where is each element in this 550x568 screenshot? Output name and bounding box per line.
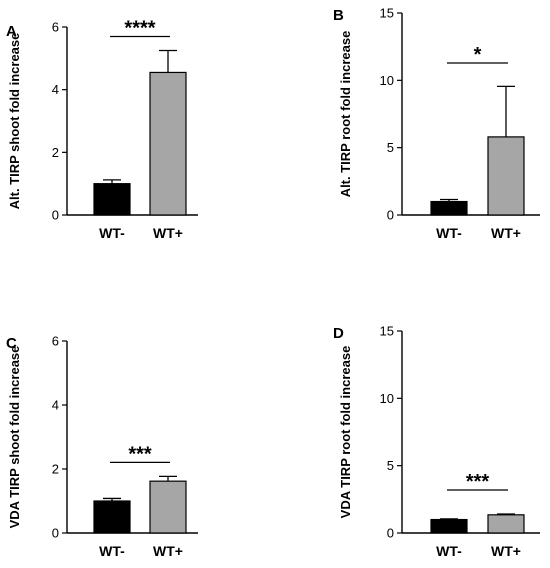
y-tick-label-C-1: 2 <box>52 462 59 477</box>
bar-D-WT- <box>430 518 468 534</box>
category-label-C-1: WT+ <box>153 543 183 559</box>
significance-label-C: *** <box>128 443 152 465</box>
category-label-B-0: WT- <box>436 225 462 241</box>
y-axis-label-B: Alt. TIRP root fold increase <box>338 31 353 198</box>
y-tick-label-D-1: 5 <box>387 458 394 473</box>
bar-B-WT+ <box>487 136 525 216</box>
significance-label-A: **** <box>124 18 155 40</box>
bar-B-WT- <box>430 200 468 216</box>
y-tick-label-A-3: 6 <box>52 20 59 35</box>
category-label-A-0: WT- <box>99 225 125 241</box>
panel-label-B: B <box>333 7 344 24</box>
category-label-D-0: WT- <box>436 543 462 559</box>
category-label-B-1: WT+ <box>491 225 521 241</box>
y-tick-label-C-3: 6 <box>52 334 59 349</box>
y-tick-label-A-2: 4 <box>52 82 59 97</box>
category-label-D-1: WT+ <box>491 543 521 559</box>
y-tick-label-C-2: 4 <box>52 398 59 413</box>
significance-label-D: *** <box>466 471 490 493</box>
y-axis-label-C: VDA TIRP shoot fold increase <box>7 346 22 529</box>
panel-label-A: A <box>6 23 17 40</box>
bar-A-WT- <box>93 183 131 216</box>
category-label-C-0: WT- <box>99 543 125 559</box>
y-tick-label-B-1: 5 <box>387 140 394 155</box>
y-tick-label-B-3: 15 <box>380 6 394 21</box>
y-axis-label-D: VDA TIRP root fold increase <box>338 346 353 519</box>
bar-C-WT+ <box>149 480 187 534</box>
y-tick-label-B-0: 0 <box>387 208 394 223</box>
panel-label-C: C <box>6 335 17 352</box>
y-tick-label-C-0: 0 <box>52 526 59 541</box>
y-tick-label-B-2: 10 <box>380 73 394 88</box>
y-tick-label-A-1: 2 <box>52 145 59 160</box>
y-tick-label-A-0: 0 <box>52 208 59 223</box>
bar-C-WT- <box>93 500 131 534</box>
y-tick-label-D-3: 15 <box>380 324 394 339</box>
bar-D-WT+ <box>487 514 525 534</box>
bar-A-WT+ <box>149 71 187 216</box>
y-axis-label-A: Alt. TIRP shoot fold increase <box>7 33 22 210</box>
category-label-A-1: WT+ <box>153 225 183 241</box>
y-tick-label-D-0: 0 <box>387 526 394 541</box>
significance-label-B: * <box>474 44 482 66</box>
y-tick-label-D-2: 10 <box>380 391 394 406</box>
panel-label-D: D <box>333 325 344 342</box>
